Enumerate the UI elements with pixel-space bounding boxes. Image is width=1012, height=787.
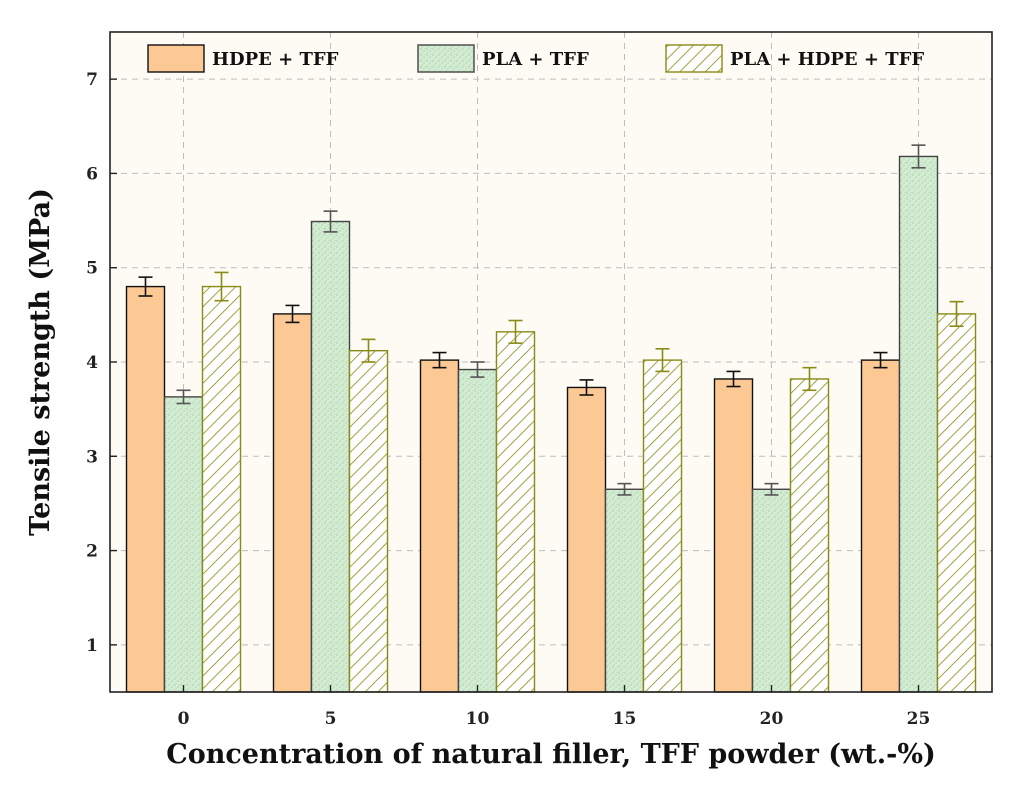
y-tick-label: 6 (86, 164, 98, 184)
x-tick-label: 15 (613, 709, 637, 729)
bar-pla-tff-20 (751, 488, 792, 693)
legend-swatch-2 (665, 44, 723, 73)
x-axis-title: Concentration of natural filler, TFF pow… (166, 739, 936, 770)
legend-swatch-1 (417, 44, 475, 73)
y-tick-label: 5 (86, 259, 98, 279)
bar-hdpe-tff-0 (125, 285, 166, 693)
bar-pla-tff-5 (310, 220, 351, 693)
error-bars-group (138, 144, 964, 496)
bar-pla-tff-10 (457, 368, 498, 693)
legend-swatch-0 (147, 44, 205, 73)
bar-hdpe-tff-5 (272, 313, 313, 693)
bar-pla-tff-25 (898, 155, 939, 693)
x-tick-label: 5 (325, 709, 337, 729)
bar-hdpe-tff-10 (419, 359, 460, 693)
bar-pla-hdpe-tff-0 (201, 285, 242, 693)
legend: HDPE + TFF PLA + TFF PLA + HDPE + TFF (147, 44, 924, 73)
bar-pla-tff-0 (163, 396, 204, 693)
bar-hdpe-tff-15 (566, 386, 607, 693)
bar-pla-hdpe-tff-5 (348, 349, 389, 693)
bars-group (125, 155, 977, 693)
bar-pla-hdpe-tff-25 (936, 313, 977, 693)
x-tick-label: 20 (760, 709, 784, 729)
y-axis: 1 2 3 4 5 6 7 (86, 70, 117, 656)
bar-hdpe-tff-20 (713, 378, 754, 693)
y-tick-label: 7 (86, 70, 98, 90)
y-tick-label: 1 (86, 636, 98, 656)
x-tick-label: 10 (466, 709, 490, 729)
bar-pla-hdpe-tff-10 (495, 331, 536, 693)
bar-pla-tff-15 (604, 488, 645, 693)
y-tick-label: 3 (86, 447, 98, 467)
y-tick-label: 4 (86, 353, 98, 373)
bar-pla-hdpe-tff-20 (789, 378, 830, 693)
bar-pla-hdpe-tff-15 (642, 359, 683, 693)
x-tick-label: 25 (907, 709, 931, 729)
x-axis: 0 5 10 15 20 25 (178, 685, 931, 729)
bar-hdpe-tff-25 (860, 359, 901, 693)
y-axis-title: Tensile strength (MPa) (25, 188, 56, 536)
y-tick-label: 2 (86, 542, 98, 562)
legend-label-0: HDPE + TFF (212, 49, 339, 70)
x-tick-label: 0 (178, 709, 190, 729)
legend-label-1: PLA + TFF (482, 49, 589, 70)
legend-label-2: PLA + HDPE + TFF (730, 49, 924, 70)
